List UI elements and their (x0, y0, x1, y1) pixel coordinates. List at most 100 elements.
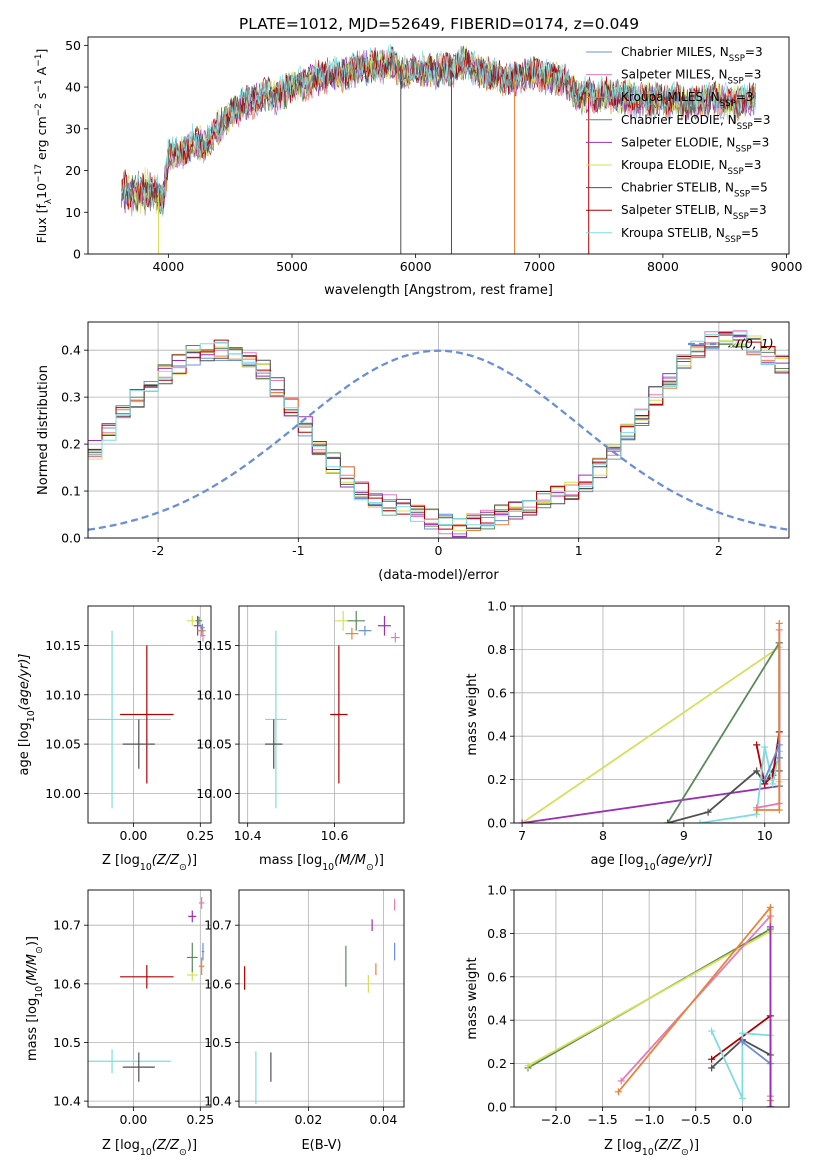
legend-label-part: Kroupa ELODIE, N (621, 158, 728, 172)
axes-frame (238, 889, 405, 1108)
x-axis-label-part: (age/yr)] (656, 853, 713, 868)
legend-label-part: SSP (733, 212, 749, 222)
legend-label-part: SSP (729, 54, 745, 64)
y-tick-label: 10.05 (196, 737, 232, 752)
y-axis-label-part: )] (25, 936, 40, 946)
y-tick-label: 10.10 (196, 687, 232, 702)
x-axis-label: wavelength [Angstrom, rest frame] (324, 283, 553, 298)
y-tick-label: 0 (73, 247, 81, 262)
normal-curve (88, 349, 789, 531)
x-axis-label-part: 10 (140, 862, 152, 873)
legend-label-part: Kroupa MILES, N (621, 90, 720, 104)
axes-frame (87, 36, 790, 255)
legend-label-part: Chabrier STELIB, N (621, 181, 734, 195)
y-axis-label: mass [log10(M/M⊙)] (25, 936, 45, 1061)
x-tick-label: 0 (435, 543, 443, 558)
chart-spectrum: 4000 5000 6000 7000 8000 9000 0 10 20 30 40 50 Chabr… (34, 36, 802, 298)
x-tick-label: 0.04 (369, 1112, 397, 1127)
y-tick-label: 0.4 (61, 343, 81, 358)
y-tick-label: 10.7 (53, 918, 81, 933)
x-axis-label-part: 10 (644, 862, 656, 873)
chart-z_weight: −2.0 −1.5 −1.0 −0.5 0.0 0.0 0.2 0.4 0.6 0.8 1.0 Z [… (465, 883, 790, 1158)
x-tick-label: 0.0 (732, 1112, 752, 1127)
y-tick-label: 0.8 (487, 642, 507, 657)
x-axis-label-part: ⊙ (681, 1147, 689, 1158)
x-tick-label: 7000 (523, 259, 555, 274)
y-axis-label-part: A (34, 66, 49, 79)
x-axis-label-part: 10 (140, 1147, 152, 1158)
weight-line-kroupa_elodie (521, 645, 781, 823)
plot-area (88, 615, 206, 809)
legend-label: Salpeter STELIB, NSSP=3 (621, 203, 767, 222)
legend-label-part: =3 (753, 113, 771, 127)
x-axis-label: Z [log10(Z/Z⊙)] (604, 1138, 699, 1158)
y-tick-label: 0.4 (487, 729, 507, 744)
y-tick-label: 1.0 (487, 883, 507, 898)
x-axis-label-part: Z [log (604, 1138, 642, 1153)
y-axis-label-part: (M/M (25, 954, 40, 986)
y-axis-label-part: 10 (26, 710, 37, 722)
legend-label-part: =5 (741, 226, 759, 240)
legend-label: Salpeter ELODIE, NSSP=3 (621, 135, 769, 154)
y-tick-label: 10.05 (45, 737, 81, 752)
legend-label: Chabrier ELODIE, NSSP=3 (621, 113, 770, 132)
x-axis-label-part: Z [log (102, 1138, 140, 1153)
weight-line-kroupa_stelib (710, 1030, 771, 1099)
y-tick-label: 10.15 (196, 638, 232, 653)
x-axis-label-part: Z [log (102, 853, 140, 868)
x-tick-label: -1 (292, 543, 304, 558)
y-axis-label-part: −1 (34, 79, 44, 92)
legend-label-part: =3 (749, 203, 767, 217)
y-axis-label-part: erg cm (34, 116, 49, 164)
y-tick-label: 50 (65, 38, 81, 53)
legend-label-part: SSP (734, 190, 750, 200)
legend-label-part: =3 (744, 68, 762, 82)
legend-label-part: Kroupa STELIB, N (621, 226, 725, 240)
y-tick-label: 0.0 (61, 531, 81, 546)
x-tick-label: 0.25 (186, 1112, 214, 1127)
spectrum-line-kroupa_stelib (121, 43, 756, 217)
legend-label-part: =5 (750, 181, 768, 195)
x-tick-label: 10 (757, 828, 773, 843)
x-axis-label-part: )] (187, 853, 197, 868)
legend-label: Kroupa ELODIE, NSSP=3 (621, 158, 761, 177)
x-axis-label-part: 10 (322, 862, 334, 873)
y-tick-label: 10.4 (53, 1094, 81, 1109)
x-tick-label: 2 (715, 543, 723, 558)
y-tick-label: 10.7 (204, 918, 232, 933)
y-tick-label: 10.10 (45, 687, 81, 702)
y-tick-label: 10.4 (204, 1094, 232, 1109)
y-tick-label: 10.00 (45, 786, 81, 801)
legend-label: 𝒩(0, 1) (728, 336, 774, 351)
x-tick-label: −0.5 (681, 1112, 711, 1127)
legend-label-part: Salpeter ELODIE, N (621, 135, 735, 149)
y-tick-label: 10 (65, 205, 81, 220)
y-tick-label: 40 (65, 80, 81, 95)
weight-line-chabrier_miles (741, 1041, 771, 1065)
axes-frame (87, 889, 212, 1108)
plot-area (518, 619, 783, 823)
y-tick-label: 10.00 (196, 786, 232, 801)
y-axis-label-part: 10 (34, 986, 45, 998)
y-axis-label: Normed distribution (36, 365, 51, 495)
x-axis-label-part: )] (374, 853, 384, 868)
legend-label-part: Salpeter STELIB, N (621, 203, 733, 217)
x-tick-label: 0.25 (186, 828, 214, 843)
chart-ebv_mass: 0.02 0.04 10.4 10.5 10.6 10.7 E(B-V) (204, 889, 405, 1153)
legend-label-part: Chabrier MILES, N (621, 45, 729, 59)
x-axis-label: E(B-V) (301, 1138, 341, 1153)
y-tick-label: 0.3 (61, 390, 81, 405)
plot-area (244, 898, 396, 1105)
y-tick-label: 10.5 (204, 1035, 232, 1050)
x-axis-label-part: 10 (642, 1147, 654, 1158)
legend-label-part: SSP (737, 122, 753, 132)
x-tick-label: 4000 (152, 259, 184, 274)
y-tick-label: 0.2 (61, 437, 81, 452)
y-tick-label: 20 (65, 163, 81, 178)
x-axis-label-part: ⊙ (179, 862, 187, 873)
x-axis-label-part: (Z/Z (152, 1138, 180, 1153)
y-tick-label: 1.0 (487, 599, 507, 614)
